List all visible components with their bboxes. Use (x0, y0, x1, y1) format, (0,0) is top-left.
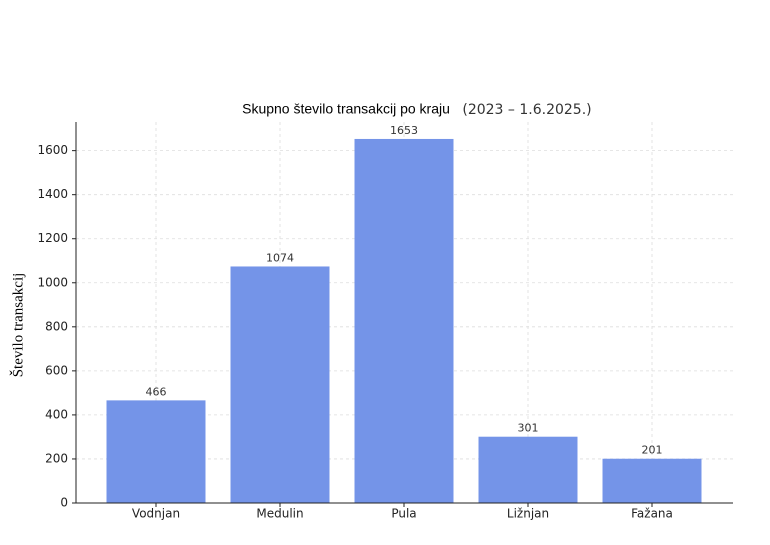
x-tick-label: Pula (391, 507, 416, 521)
x-tick-label: Medulin (256, 507, 303, 521)
y-tick-label: 1400 (37, 187, 68, 201)
y-tick-label: 200 (45, 451, 68, 465)
x-tick-label: Ližnjan (507, 507, 549, 521)
y-tick-label: 0 (60, 496, 68, 510)
y-tick-label: 1000 (37, 275, 68, 289)
x-tick-label: Vodnjan (132, 507, 180, 521)
y-tick-label: 600 (45, 363, 68, 377)
value-label: 301 (518, 422, 539, 435)
value-label: 466 (146, 385, 167, 398)
value-label: 1074 (266, 251, 294, 264)
x-tick-label: Fažana (631, 507, 673, 521)
value-label: 201 (642, 444, 663, 457)
bar (230, 266, 330, 503)
y-tick-label: 1200 (37, 231, 68, 245)
bar (602, 458, 702, 503)
y-axis-label: Število transakcij (9, 273, 26, 378)
y-tick-label: 1600 (37, 143, 68, 157)
chart-subtitle: (2023 – 1.6.2025.) (462, 102, 591, 118)
bar (106, 400, 206, 503)
y-tick-label: 800 (45, 319, 68, 333)
value-label: 1653 (390, 124, 418, 137)
chart-title: Skupno število transakcij po kraju (242, 101, 450, 117)
bar (478, 436, 578, 503)
y-tick-label: 400 (45, 407, 68, 421)
bar (354, 138, 454, 503)
